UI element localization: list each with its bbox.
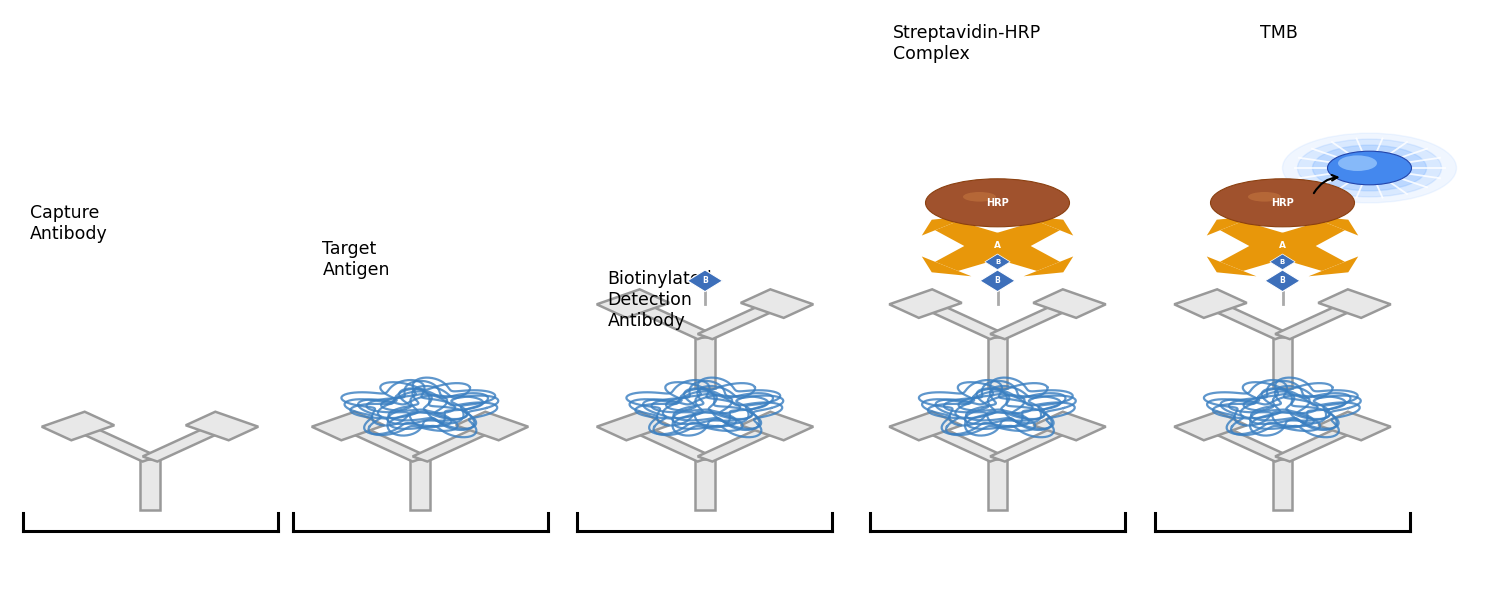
Text: Streptavidin-HRP
Complex: Streptavidin-HRP Complex <box>892 24 1041 63</box>
Polygon shape <box>1263 221 1346 254</box>
Ellipse shape <box>1248 192 1281 202</box>
Polygon shape <box>1308 216 1358 236</box>
Polygon shape <box>1263 238 1346 271</box>
Polygon shape <box>411 459 430 510</box>
Circle shape <box>1312 145 1426 191</box>
Text: Target
Antigen: Target Antigen <box>322 240 390 279</box>
Polygon shape <box>918 424 1005 461</box>
Polygon shape <box>1220 238 1302 271</box>
Polygon shape <box>1203 424 1290 461</box>
Circle shape <box>1252 234 1312 258</box>
Text: B: B <box>702 276 708 285</box>
Polygon shape <box>1308 256 1358 276</box>
Polygon shape <box>141 459 160 510</box>
Text: Capture
Antibody: Capture Antibody <box>30 204 108 243</box>
Circle shape <box>1298 139 1442 197</box>
Text: B: B <box>1280 259 1286 265</box>
Polygon shape <box>597 412 669 440</box>
Polygon shape <box>312 412 384 440</box>
Text: A: A <box>994 241 1000 250</box>
Polygon shape <box>1034 412 1106 440</box>
Polygon shape <box>1275 301 1362 339</box>
Text: HRP: HRP <box>1270 198 1294 208</box>
Polygon shape <box>456 412 528 440</box>
Polygon shape <box>1318 412 1390 440</box>
Polygon shape <box>340 424 427 461</box>
Polygon shape <box>978 238 1060 271</box>
Polygon shape <box>980 270 1016 292</box>
Polygon shape <box>1023 216 1072 236</box>
Polygon shape <box>1208 216 1257 236</box>
Polygon shape <box>698 301 784 339</box>
Polygon shape <box>1174 412 1246 440</box>
Polygon shape <box>1203 301 1290 339</box>
Polygon shape <box>413 424 500 461</box>
Polygon shape <box>922 216 972 236</box>
Polygon shape <box>70 424 158 461</box>
Circle shape <box>1328 151 1412 185</box>
Polygon shape <box>687 270 723 292</box>
Circle shape <box>968 234 1028 258</box>
Polygon shape <box>1174 289 1246 318</box>
Polygon shape <box>988 459 1008 510</box>
Text: B: B <box>1280 276 1286 285</box>
Polygon shape <box>890 412 962 440</box>
Ellipse shape <box>926 179 1070 227</box>
Polygon shape <box>694 337 714 388</box>
Polygon shape <box>698 424 784 461</box>
Polygon shape <box>990 301 1077 339</box>
Polygon shape <box>1270 254 1294 269</box>
Ellipse shape <box>1210 179 1354 227</box>
Polygon shape <box>741 289 813 318</box>
Circle shape <box>1338 155 1377 171</box>
Polygon shape <box>990 424 1077 461</box>
Text: B: B <box>994 259 1000 265</box>
Text: A: A <box>1280 241 1286 250</box>
Polygon shape <box>978 221 1060 254</box>
Polygon shape <box>626 424 712 461</box>
Polygon shape <box>1208 256 1257 276</box>
Polygon shape <box>922 256 972 276</box>
Polygon shape <box>890 289 962 318</box>
Ellipse shape <box>963 192 996 202</box>
Text: HRP: HRP <box>986 198 1010 208</box>
Polygon shape <box>934 221 1017 254</box>
Polygon shape <box>934 238 1017 271</box>
Polygon shape <box>694 459 714 510</box>
Text: B: B <box>994 276 1000 285</box>
Polygon shape <box>986 254 1010 269</box>
Polygon shape <box>918 301 1005 339</box>
Polygon shape <box>741 412 813 440</box>
Polygon shape <box>42 412 114 440</box>
Polygon shape <box>1034 289 1106 318</box>
Polygon shape <box>1264 270 1300 292</box>
Polygon shape <box>626 301 712 339</box>
Polygon shape <box>988 337 1008 388</box>
Polygon shape <box>1275 424 1362 461</box>
Polygon shape <box>1272 337 1292 388</box>
Polygon shape <box>1272 459 1292 510</box>
Text: TMB: TMB <box>1260 24 1298 42</box>
Polygon shape <box>597 289 669 318</box>
Polygon shape <box>1318 289 1390 318</box>
Polygon shape <box>1023 256 1072 276</box>
Polygon shape <box>142 424 230 461</box>
Circle shape <box>1282 133 1456 203</box>
Polygon shape <box>1220 221 1302 254</box>
Polygon shape <box>186 412 258 440</box>
Text: Biotinylated
Detection
Antibody: Biotinylated Detection Antibody <box>608 270 712 329</box>
